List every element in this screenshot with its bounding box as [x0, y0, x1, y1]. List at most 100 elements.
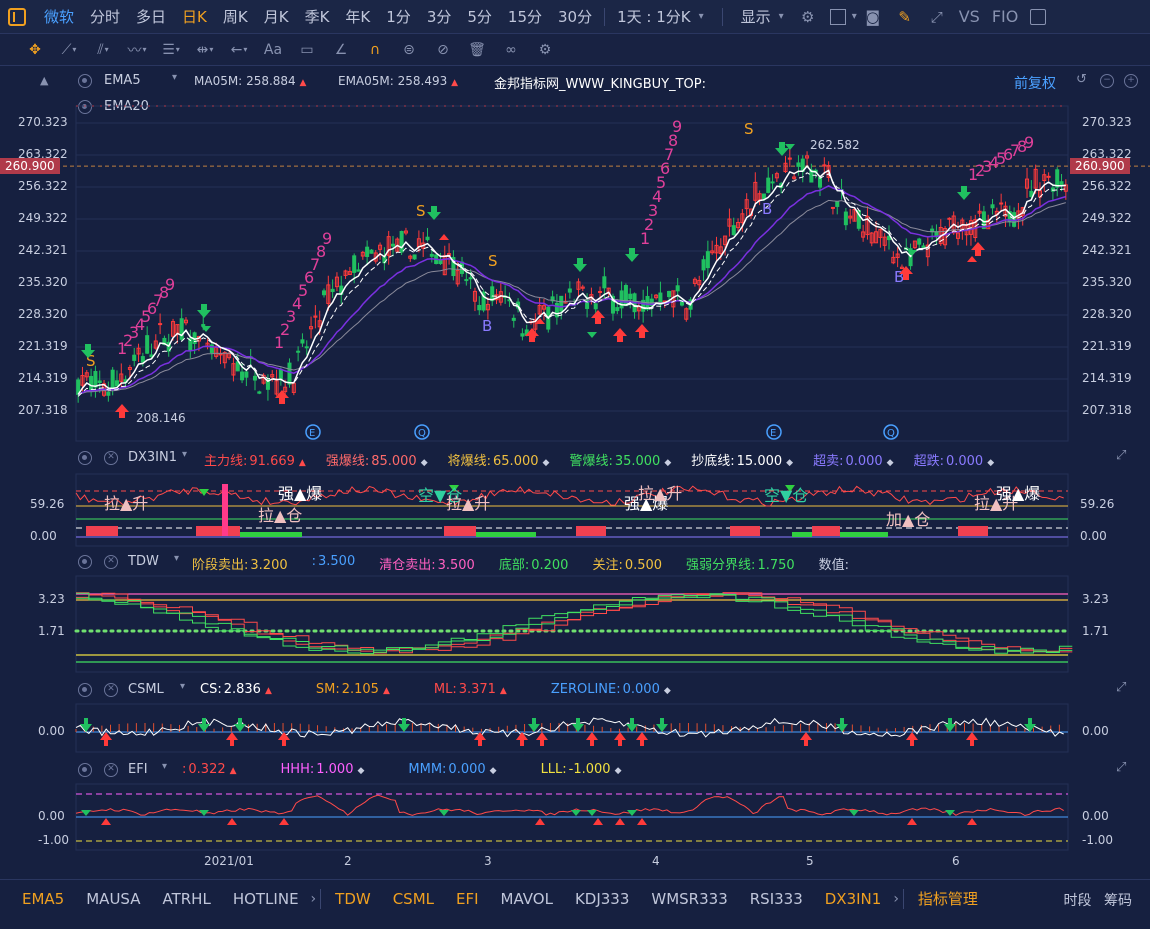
indicator-tab-12[interactable]: 指标管理 [917, 890, 978, 908]
indicator-tab-0[interactable]: EMA5 [22, 889, 65, 908]
y-tick-label: 242.321 [1082, 242, 1132, 257]
chevron-down-icon[interactable]: ▾ [851, 11, 857, 22]
chevron-down-icon[interactable]: ▾ [174, 553, 180, 564]
ema5-indicator-name[interactable]: EMA5 [104, 73, 141, 88]
close-icon[interactable]: ✕ [104, 451, 118, 465]
expand-icon[interactable]: ⤢ [1116, 760, 1127, 775]
period-tab-4[interactable]: 周K [222, 8, 248, 26]
price-adjust-button[interactable]: 前复权 [1014, 76, 1056, 92]
link-icon[interactable]: ∞ [505, 41, 517, 58]
candle-body [481, 291, 486, 311]
fullscreen-icon[interactable]: ⤢ [930, 7, 943, 26]
move-cross-icon[interactable]: ✥ [29, 41, 41, 58]
comment-icon[interactable]: ▭ [300, 41, 314, 58]
channel-icon[interactable]: ⫽ ▾ [97, 41, 109, 58]
gear-icon[interactable]: ⚙ [538, 41, 552, 58]
indicator-tab-11[interactable]: DX3IN1 [824, 889, 882, 908]
chips-button[interactable]: 筹码 [1104, 893, 1132, 909]
display-menu[interactable]: 显示 [740, 8, 771, 26]
fio-label[interactable]: FIO [991, 7, 1019, 26]
trash-icon[interactable]: 🗑 [468, 41, 486, 58]
indicator-tab-4[interactable]: TDW [335, 889, 371, 908]
gear-icon[interactable]: ⚙ [800, 7, 815, 26]
dx3in1-chart[interactable] [0, 444, 1150, 548]
interval-select[interactable]: 1天 : 1分K [617, 8, 691, 26]
chevron-down-icon[interactable]: ▾ [182, 449, 188, 460]
close-icon[interactable]: ✕ [104, 763, 118, 777]
wave-icon[interactable]: 〰 ▾ [127, 42, 147, 59]
trendline-icon[interactable]: ⟋ ▾ [61, 41, 77, 58]
expand-icon[interactable]: ⤢ [1116, 448, 1127, 463]
text-icon[interactable]: Aa [263, 41, 283, 58]
chevron-down-icon[interactable]: ▾ [162, 761, 168, 772]
period-tab-1[interactable]: 分时 [90, 8, 121, 26]
indicator-tab-8[interactable]: KDJ333 [574, 889, 630, 908]
tdw-chart[interactable] [0, 548, 1150, 676]
compare-label[interactable]: VS [958, 7, 980, 26]
gear-icon[interactable] [78, 451, 92, 465]
square-icon[interactable] [829, 8, 846, 25]
chevron-right-icon[interactable]: › [310, 890, 317, 907]
collapse-icon[interactable]: ▲ [40, 74, 49, 87]
magnet-icon[interactable]: ∩ [369, 41, 381, 58]
indicator-tab-10[interactable]: RSI333 [749, 889, 803, 908]
candle-body [787, 157, 792, 160]
close-icon[interactable]: ✕ [104, 683, 118, 697]
y-tick-label: 3.23 [38, 592, 65, 606]
period-tab-2[interactable]: 多日 [136, 8, 167, 26]
expand-icon[interactable]: ⤢ [1116, 680, 1127, 695]
event-badge-letter: E [309, 428, 315, 439]
period-tab-12[interactable]: 30分 [558, 8, 593, 26]
fib-icon[interactable]: ☰ ▾ [162, 41, 180, 58]
arrow-left-icon[interactable]: ← ▾ [230, 41, 248, 58]
panel-icon[interactable] [1030, 8, 1047, 25]
chevron-right-icon[interactable]: › [893, 890, 899, 907]
gear-icon[interactable] [78, 555, 92, 569]
period-tab-9[interactable]: 3分 [426, 8, 452, 26]
indicator-tab-1[interactable]: MAUSA [86, 889, 141, 908]
zoom-in-icon[interactable]: + [1124, 74, 1138, 88]
chevron-down-icon[interactable]: ▾ [778, 11, 784, 22]
period-tab-3[interactable]: 日K [182, 8, 207, 26]
period-tab-10[interactable]: 5分 [467, 8, 492, 26]
indicator-tab-7[interactable]: MAVOL [500, 889, 553, 908]
measure-icon[interactable]: ⇹ ▾ [196, 41, 214, 58]
indicator-tab-9[interactable]: WMSR333 [651, 889, 728, 908]
indicator-tab-3[interactable]: HOTLINE [232, 889, 299, 908]
indicator-tab-2[interactable]: ATRHL [162, 889, 211, 908]
period-tab-8[interactable]: 1分 [386, 8, 411, 26]
indicator-value: 0.000 [622, 682, 660, 697]
sell-arrow-icon [836, 718, 848, 732]
lock-icon[interactable]: ⊜ [403, 41, 415, 58]
efi-indicator-name[interactable]: EFI [128, 762, 148, 777]
efi-chart[interactable] [0, 756, 1150, 852]
period-tab-5[interactable]: 月K [263, 8, 289, 26]
pencil-icon[interactable]: ✎ [898, 7, 911, 26]
time-period-button[interactable]: 时段 [1063, 893, 1092, 909]
chevron-down-icon[interactable]: ▾ [180, 681, 186, 692]
period-tab-11[interactable]: 15分 [507, 8, 542, 26]
zoom-out-icon[interactable]: − [1100, 74, 1114, 88]
csml-chart[interactable] [0, 676, 1150, 756]
close-icon[interactable]: ✕ [104, 555, 118, 569]
gear-icon[interactable] [78, 763, 92, 777]
indicator-tab-6[interactable]: EFI [456, 889, 479, 908]
csml-indicator-name[interactable]: CSML [128, 682, 164, 697]
dx3in1-indicator-name[interactable]: DX3IN1 [128, 450, 178, 465]
gear-icon[interactable] [78, 683, 92, 697]
indicator-tab-5[interactable]: CSML [392, 889, 434, 908]
ruler-icon[interactable]: ∠ [334, 41, 348, 58]
tdw-indicator-name[interactable]: TDW [128, 554, 159, 569]
chevron-down-icon[interactable]: ▾ [172, 72, 178, 83]
candle-body [136, 347, 141, 355]
gear-icon[interactable] [78, 74, 92, 88]
chevron-down-icon[interactable]: ▾ [698, 11, 704, 22]
undo-icon[interactable]: ↺ [1076, 72, 1087, 87]
hide-icon[interactable]: ⊘ [437, 41, 449, 58]
candle-body [80, 375, 85, 386]
camera-icon[interactable]: ◙ [865, 7, 880, 26]
period-tab-6[interactable]: 季K [304, 8, 330, 26]
period-tab-7[interactable]: 年K [345, 8, 371, 26]
period-tab-0[interactable]: 微软 [44, 8, 75, 26]
